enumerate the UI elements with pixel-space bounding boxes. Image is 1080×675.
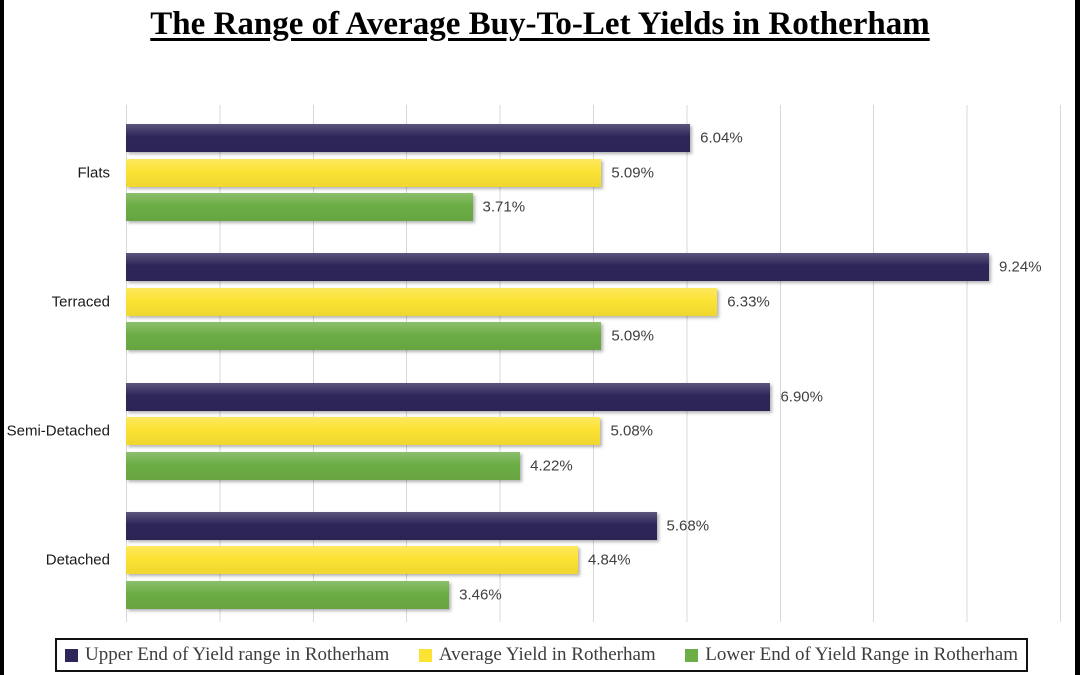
category-label-semi-detached: Semi-Detached (6, 422, 110, 440)
bar-upper-end-of-yield-range-in-rotherham-semi-detached (126, 382, 771, 411)
bar-value-label-semi-detached-2: 4.22% (530, 457, 573, 475)
bar-value-label-detached-1: 4.84% (588, 551, 631, 569)
legend-label-upper-end-of-yield-range-in-rotherham: Upper End of Yield range in Rotherham (85, 644, 390, 665)
legend-swatch-upper-end-of-yield-range-in-rotherham (65, 648, 78, 662)
legend-label-lower-end-of-yield-range-in-rotherham: Lower End of Yield Range in Rotherham (705, 644, 1018, 665)
bar-upper-end-of-yield-range-in-rotherham-terraced (126, 253, 990, 282)
legend-label-average-yield-in-rotherham: Average Yield in Rotherham (438, 644, 656, 665)
bar-average-yield-in-rotherham-terraced (126, 287, 718, 316)
category-label-terraced: Terraced (51, 293, 110, 311)
bar-value-label-flats-2: 3.71% (482, 198, 526, 216)
bar-lower-end-of-yield-range-in-rotherham-terraced (126, 322, 602, 351)
bar-value-label-semi-detached-1: 5.08% (610, 422, 654, 440)
category-axis: Flats Terraced Semi-Detached Detached (0, 105, 118, 622)
bar-lower-end-of-yield-range-in-rotherham-semi-detached (126, 451, 521, 480)
bar-average-yield-in-rotherham-flats (126, 158, 602, 187)
legend-item-lower-end-of-yield-range-in-rotherham: Lower End of Yield Range in Rotherham (685, 644, 1018, 666)
legend-item-upper-end-of-yield-range-in-rotherham: Upper End of Yield range in Rotherham (65, 644, 389, 666)
category-label-flats: Flats (77, 164, 110, 181)
bar-value-label-flats-0: 6.04% (700, 129, 743, 147)
bar-value-label-terraced-1: 6.33% (727, 293, 770, 311)
bar-value-label-terraced-0: 9.24% (999, 258, 1042, 276)
category-label-detached: Detached (45, 551, 110, 569)
bar-value-label-flats-1: 5.09% (611, 164, 654, 181)
bar-upper-end-of-yield-range-in-rotherham-flats (126, 124, 691, 152)
bar-value-label-terraced-2: 5.09% (611, 327, 654, 345)
legend-item-average-yield-in-rotherham: Average Yield in Rotherham (418, 644, 656, 666)
bar-lower-end-of-yield-range-in-rotherham-detached (126, 580, 450, 609)
frame-border-left (0, 0, 4, 675)
plot-area: 6.04% 5.09% 3.71% 9.24% 6.33% 5.09% 6.90% 5.08%… (126, 105, 1061, 622)
bar-value-label-detached-2: 3.46% (459, 586, 502, 604)
bar-average-yield-in-rotherham-semi-detached (126, 417, 601, 446)
bar-upper-end-of-yield-range-in-rotherham-detached (126, 511, 657, 540)
frame-border-right (1075, 0, 1080, 675)
legend: Upper End of Yield range in Rotherham Ave… (55, 638, 1028, 672)
bar-lower-end-of-yield-range-in-rotherham-flats (126, 193, 473, 221)
chart-title: The Range of Average Buy-To-Let Yields i… (150, 6, 930, 42)
bar-average-yield-in-rotherham-detached (126, 546, 579, 575)
bar-value-label-detached-0: 5.68% (666, 517, 710, 535)
bar-value-label-semi-detached-0: 6.90% (780, 388, 823, 406)
legend-swatch-lower-end-of-yield-range-in-rotherham (685, 648, 699, 662)
legend-swatch-average-yield-in-rotherham (418, 648, 432, 662)
